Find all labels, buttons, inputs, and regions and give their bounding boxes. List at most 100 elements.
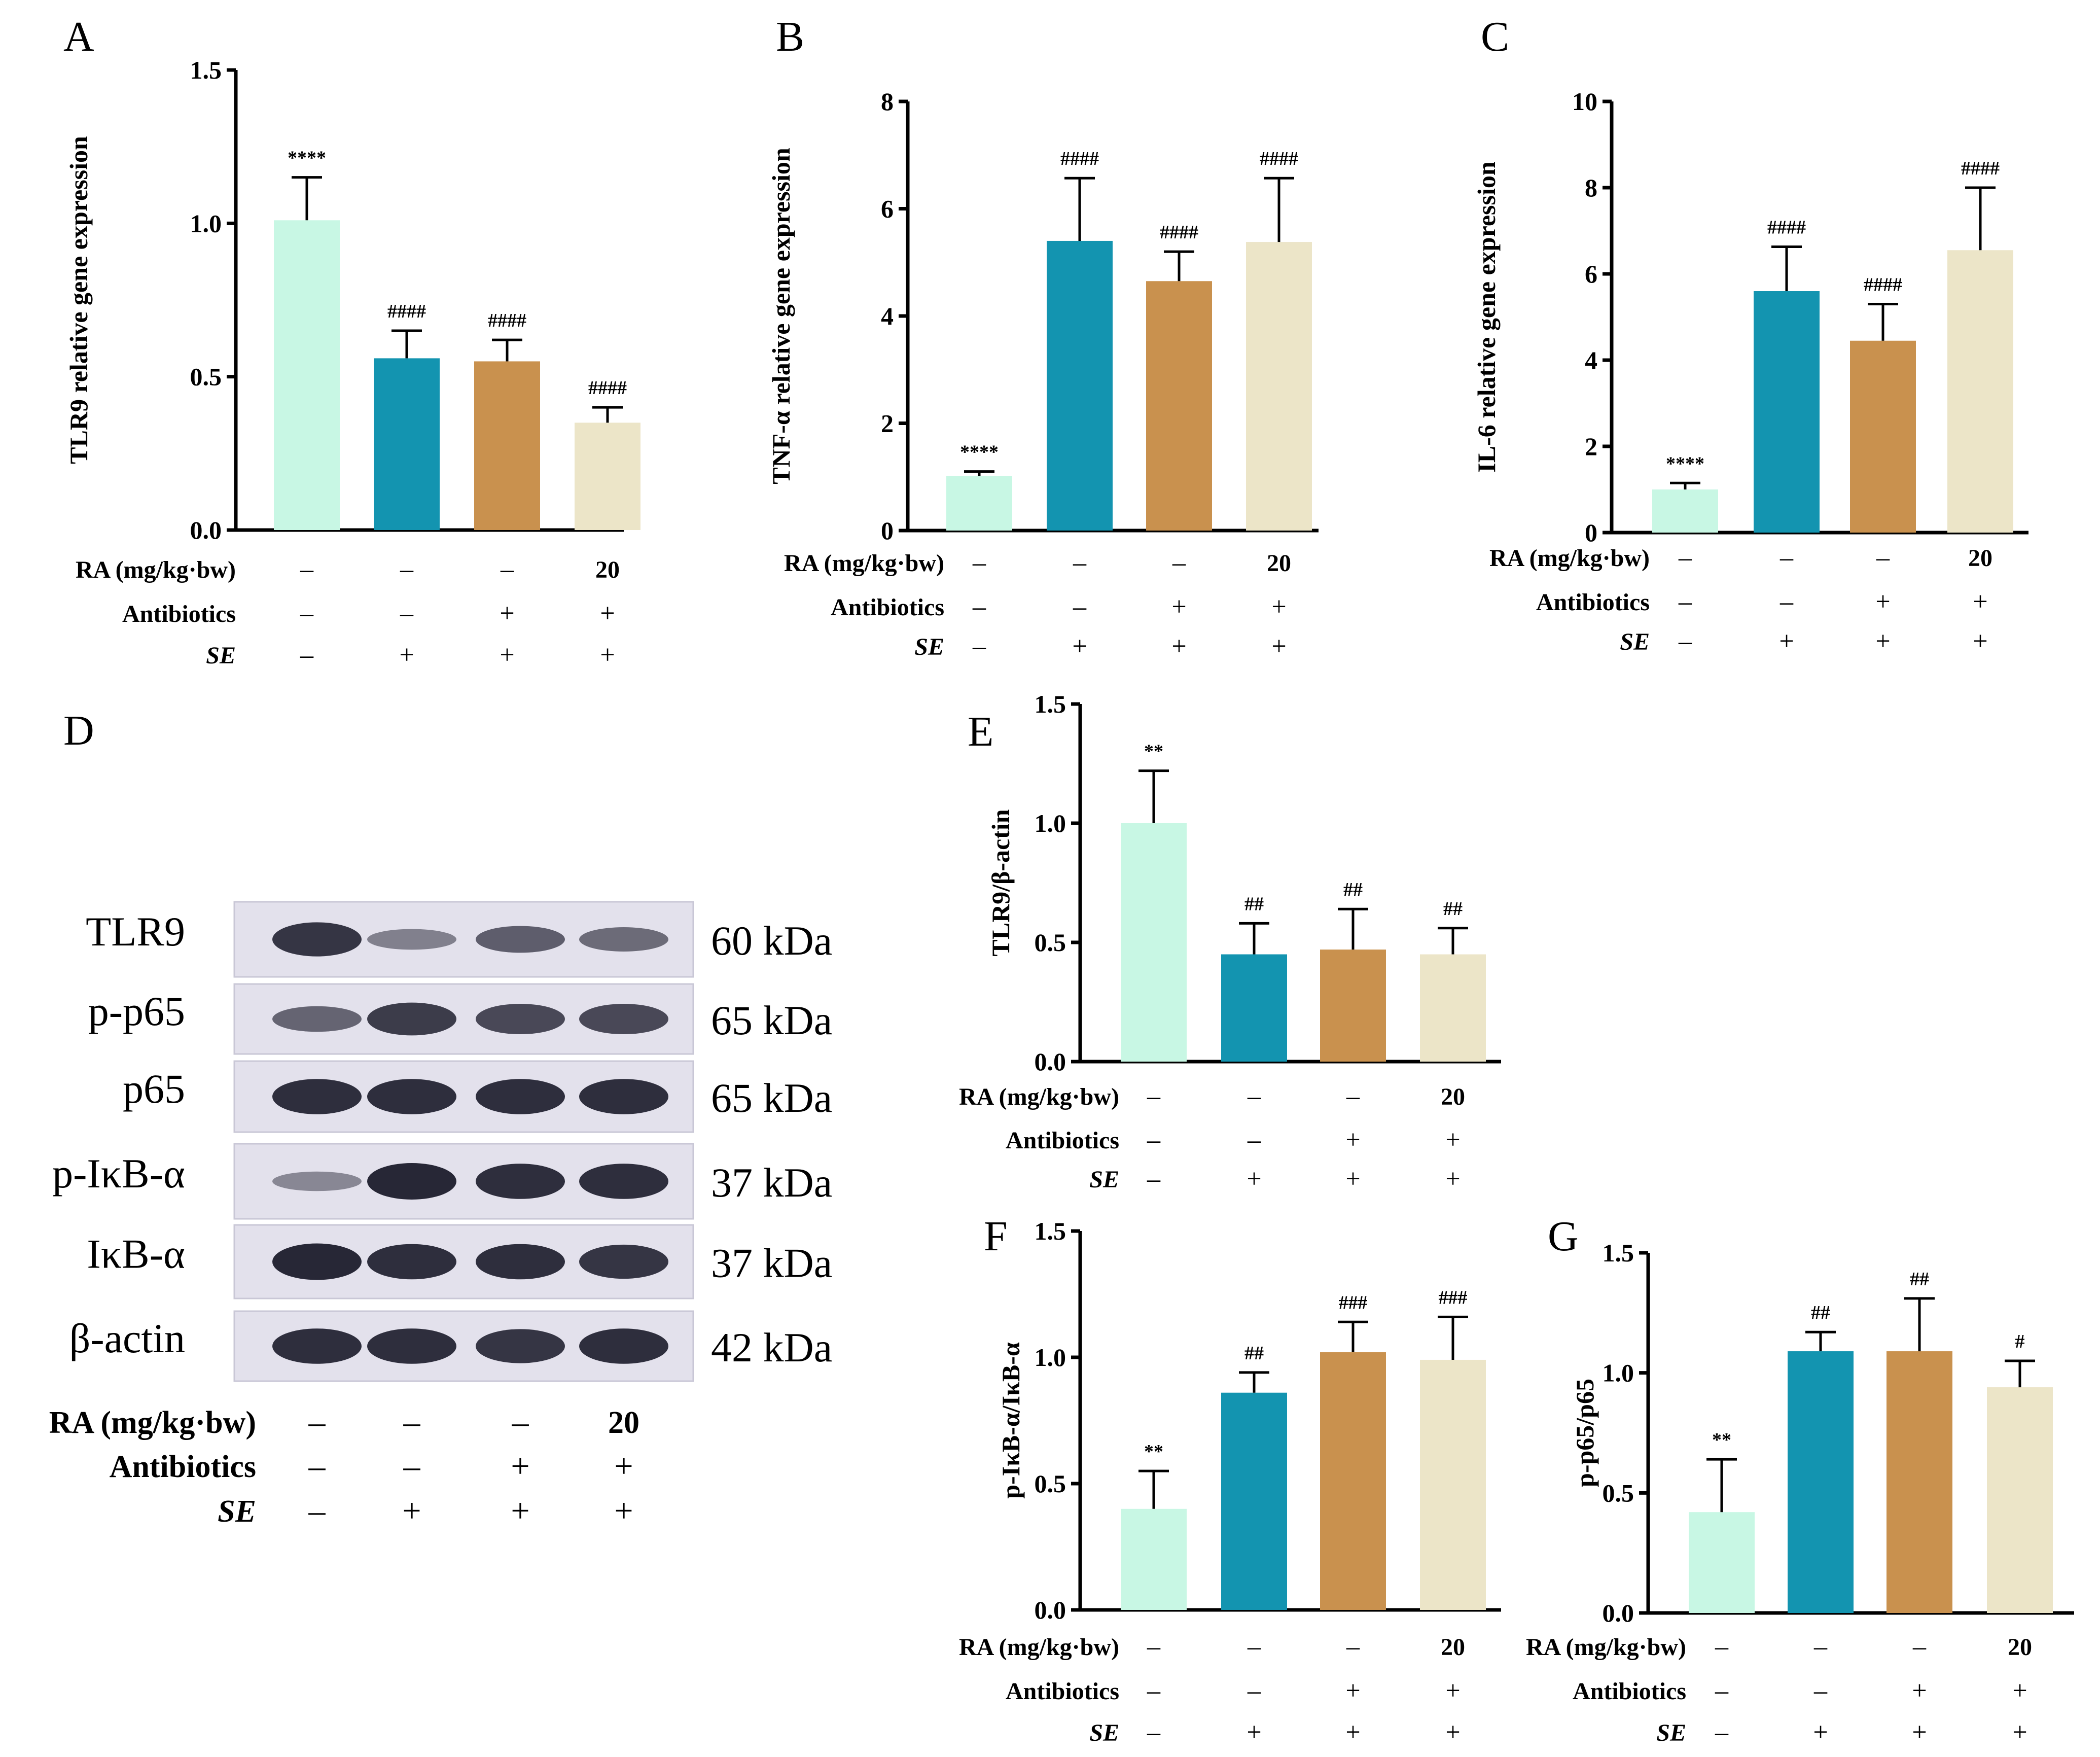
condition-value: – xyxy=(308,1448,326,1485)
condition-value: – xyxy=(308,1492,326,1529)
panel-letter: F xyxy=(984,1213,1008,1260)
protein-band xyxy=(476,926,565,953)
bar xyxy=(474,361,540,530)
condition-value: + xyxy=(1912,1676,1927,1705)
condition-value: + xyxy=(1813,1718,1828,1747)
y-tick-label: 8 xyxy=(1585,173,1597,202)
protein-band xyxy=(476,1004,565,1034)
y-tick-label: 0.5 xyxy=(1603,1479,1634,1507)
condition-value: – xyxy=(1147,1082,1161,1111)
significance-label: #### xyxy=(1160,222,1198,243)
condition-value: + xyxy=(1271,632,1286,661)
blot-row-6: β-actin 42 kDa xyxy=(69,1310,832,1382)
condition-value: 20 xyxy=(1267,550,1291,577)
condition-row-label: Antibiotics xyxy=(1006,1678,1119,1705)
significance-label: ### xyxy=(1439,1287,1468,1308)
significance-label: ## xyxy=(1343,879,1363,900)
y-tick-label: 6 xyxy=(881,195,894,223)
condition-value: – xyxy=(1715,1632,1729,1661)
significance-label: #### xyxy=(488,310,526,331)
condition-value: – xyxy=(1678,627,1692,656)
blot-kda-label: 60 kDa xyxy=(711,918,832,964)
bar xyxy=(1121,823,1187,1062)
y-tick-label: 2 xyxy=(1585,432,1597,461)
protein-band xyxy=(272,1243,362,1280)
bar xyxy=(1146,281,1212,531)
condition-value: – xyxy=(972,592,986,621)
condition-value: + xyxy=(600,599,615,628)
condition-value: – xyxy=(972,632,986,661)
protein-band xyxy=(272,1006,362,1032)
condition-value: + xyxy=(1912,1718,1927,1747)
y-axis-label: TLR9 relative gene expression xyxy=(64,136,93,464)
protein-band xyxy=(579,1004,668,1034)
condition-value: – xyxy=(1147,1676,1161,1705)
blot-kda-label: 65 kDa xyxy=(711,997,832,1043)
condition-value: – xyxy=(1147,1632,1161,1661)
condition-value: + xyxy=(1247,1718,1261,1747)
condition-value: – xyxy=(1247,1676,1261,1705)
condition-row-label: Antibiotics xyxy=(110,1450,256,1484)
blot-protein-label: IκB-α xyxy=(87,1231,185,1277)
significance-label: ## xyxy=(1244,893,1264,915)
blot-protein-label: p-p65 xyxy=(88,988,185,1034)
condition-value: + xyxy=(614,1492,633,1529)
significance-label: ** xyxy=(1144,741,1163,762)
condition-row-label: SE xyxy=(218,1494,256,1529)
y-axis-label: p-IκB-α/IκB-α xyxy=(996,1342,1025,1499)
condition-value: 20 xyxy=(1441,1083,1465,1110)
panel-b: B 0 2 4 6 8 TNF-α relative gene expression ****… xyxy=(767,13,1319,661)
condition-value: – xyxy=(1912,1632,1927,1661)
blot-kda-label: 37 kDa xyxy=(711,1159,832,1206)
condition-value: + xyxy=(1171,592,1186,621)
condition-value: + xyxy=(2012,1676,2027,1705)
condition-row-label: Antibiotics xyxy=(1006,1127,1119,1154)
y-tick-label: 6 xyxy=(1585,260,1597,288)
protein-band xyxy=(579,1079,668,1114)
y-tick-label: 8 xyxy=(881,87,894,116)
condition-value: 20 xyxy=(595,556,620,583)
condition-value: + xyxy=(614,1448,633,1485)
y-tick-label: 0.0 xyxy=(1035,1047,1066,1076)
condition-value: + xyxy=(399,641,414,670)
y-tick-label: 1.5 xyxy=(1035,690,1066,718)
condition-value: + xyxy=(600,641,615,670)
condition-value: + xyxy=(1445,1126,1460,1154)
condition-value: + xyxy=(1779,627,1794,656)
protein-band xyxy=(367,1163,456,1200)
y-tick-label: 0.0 xyxy=(1603,1599,1634,1627)
y-axis-label: TLR9/β-actin xyxy=(986,809,1015,956)
y-axis-label: IL-6 relative gene expression xyxy=(1472,161,1501,473)
condition-value: – xyxy=(1147,1718,1161,1747)
y-tick-label: 0.5 xyxy=(1035,1469,1066,1498)
protein-band xyxy=(367,1328,456,1364)
condition-value: + xyxy=(1345,1126,1360,1154)
condition-value: – xyxy=(1073,548,1087,577)
blot-protein-label: p-IκB-α xyxy=(52,1150,185,1197)
bar xyxy=(1420,954,1486,1062)
condition-value: – xyxy=(1678,587,1692,616)
condition-value: + xyxy=(1875,587,1890,616)
bar xyxy=(374,358,440,530)
condition-row-label: RA (mg/kg·bw) xyxy=(959,1634,1119,1661)
protein-band xyxy=(272,1171,362,1191)
y-tick-label: 0.5 xyxy=(190,363,222,391)
significance-label: #### xyxy=(1864,274,1902,296)
y-tick-label: 0.0 xyxy=(190,516,222,544)
condition-value: 20 xyxy=(2008,1634,2032,1661)
condition-row-label: Antibiotics xyxy=(831,594,944,621)
panel-a: A 0.0 0.5 1.0 1.5 TLR9 relative gene expressi… xyxy=(63,13,640,670)
significance-label: #### xyxy=(1961,158,2000,179)
condition-value: – xyxy=(1876,543,1890,572)
panel-letter: A xyxy=(63,13,94,60)
bar xyxy=(1420,1359,1486,1610)
y-axis-label: TNF-α relative gene expression xyxy=(767,148,795,484)
condition-value: + xyxy=(511,1448,529,1485)
blot-kda-label: 42 kDa xyxy=(711,1324,832,1371)
y-tick-label: 1.5 xyxy=(1035,1217,1066,1245)
bar xyxy=(1947,250,2013,533)
condition-value: – xyxy=(403,1403,421,1440)
condition-row-label: SE xyxy=(206,642,236,669)
blot-kda-label: 65 kDa xyxy=(711,1075,832,1121)
